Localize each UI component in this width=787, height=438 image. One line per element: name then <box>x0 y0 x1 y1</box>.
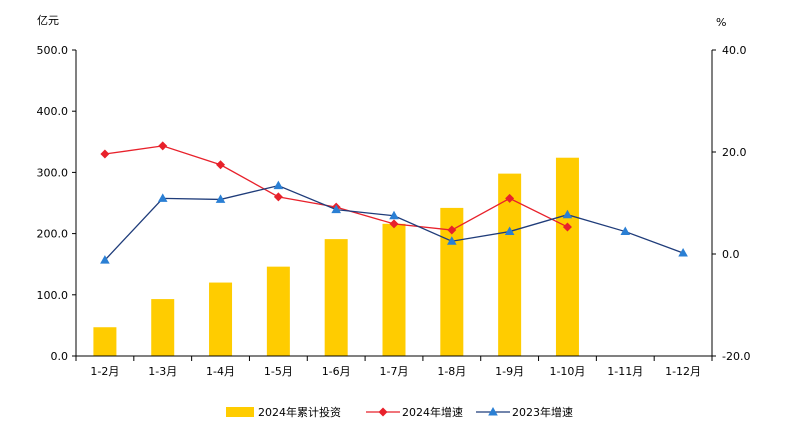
data-point-diamond <box>100 149 110 159</box>
data-point-triangle <box>620 226 631 236</box>
lines-layer <box>100 141 688 264</box>
data-point-triangle <box>273 180 284 190</box>
bars-layer <box>93 157 579 356</box>
left-axis-tick-label: 100.0 <box>37 289 69 302</box>
legend-label: 2024年累计投资 <box>258 405 341 419</box>
series-line <box>104 145 568 231</box>
x-axis-tick-label: 1-3月 <box>148 365 177 378</box>
bar <box>498 173 522 356</box>
x-axis-tick-label: 1-6月 <box>322 365 351 378</box>
data-point-diamond <box>216 160 226 170</box>
data-point-triangle <box>331 204 341 214</box>
bar <box>93 327 117 356</box>
left-axis-tick-label: 300.0 <box>37 166 69 179</box>
left-axis-tick-label: 400.0 <box>37 105 69 118</box>
left-axis-tick-label: 500.0 <box>37 44 69 57</box>
x-axis-tick-label: 1-12月 <box>665 365 701 378</box>
data-point-diamond <box>562 222 572 232</box>
x-axis-tick-label: 1-7月 <box>380 365 409 378</box>
bar <box>324 239 348 356</box>
bar <box>266 266 290 356</box>
data-point-triangle <box>100 255 110 264</box>
right-axis-unit: % <box>716 16 726 29</box>
right-axis-tick-label: 40.0 <box>722 44 747 57</box>
ticks-layer: 0.0 100.0 200.0 300.0 400.0 500.0 -20.0 0.0 20.0… <box>37 44 751 378</box>
data-point-triangle <box>389 210 399 220</box>
legend-label: 2024年增速 <box>402 405 463 419</box>
left-axis-unit: 亿元 <box>37 14 59 27</box>
right-axis-tick-label: 20.0 <box>722 146 747 159</box>
data-point-diamond <box>273 192 283 202</box>
legend: 2024年累计投资 2024年增速 2023年增速 <box>226 405 573 419</box>
data-point-diamond <box>158 141 168 151</box>
data-point-triangle <box>678 247 688 257</box>
bar <box>555 157 579 356</box>
x-axis-tick-label: 1-10月 <box>549 365 585 378</box>
axes-layer: 亿元 % <box>37 14 726 357</box>
x-axis-tick-label: 1-5月 <box>264 365 293 378</box>
x-axis-tick-label: 1-2月 <box>90 365 119 378</box>
x-axis-tick-label: 1-11月 <box>607 365 643 378</box>
bar <box>382 223 406 356</box>
data-point-triangle <box>562 209 573 219</box>
data-point-diamond <box>389 219 399 229</box>
data-point-diamond <box>505 193 515 203</box>
x-axis-tick-label: 1-4月 <box>206 365 235 378</box>
x-axis-tick-label: 1-9月 <box>495 365 524 378</box>
left-axis-tick-label: 0.0 <box>51 350 69 363</box>
right-axis-tick-label: 0.0 <box>722 248 740 261</box>
legend-marker-diamond <box>378 407 388 417</box>
data-point-triangle <box>215 194 226 203</box>
data-point-triangle <box>447 236 457 245</box>
bar <box>440 207 464 356</box>
legend-marker-triangle <box>488 407 498 416</box>
right-axis-tick-label: -20.0 <box>722 350 750 363</box>
bar <box>151 299 175 356</box>
bar <box>209 282 233 356</box>
x-axis-tick-label: 1-8月 <box>437 365 466 378</box>
data-point-triangle <box>504 226 515 236</box>
legend-label: 2023年增速 <box>512 405 573 419</box>
legend-swatch-bar <box>226 407 254 417</box>
data-point-diamond <box>447 225 457 235</box>
left-axis-tick-label: 200.0 <box>37 228 69 241</box>
data-point-triangle <box>157 193 168 202</box>
